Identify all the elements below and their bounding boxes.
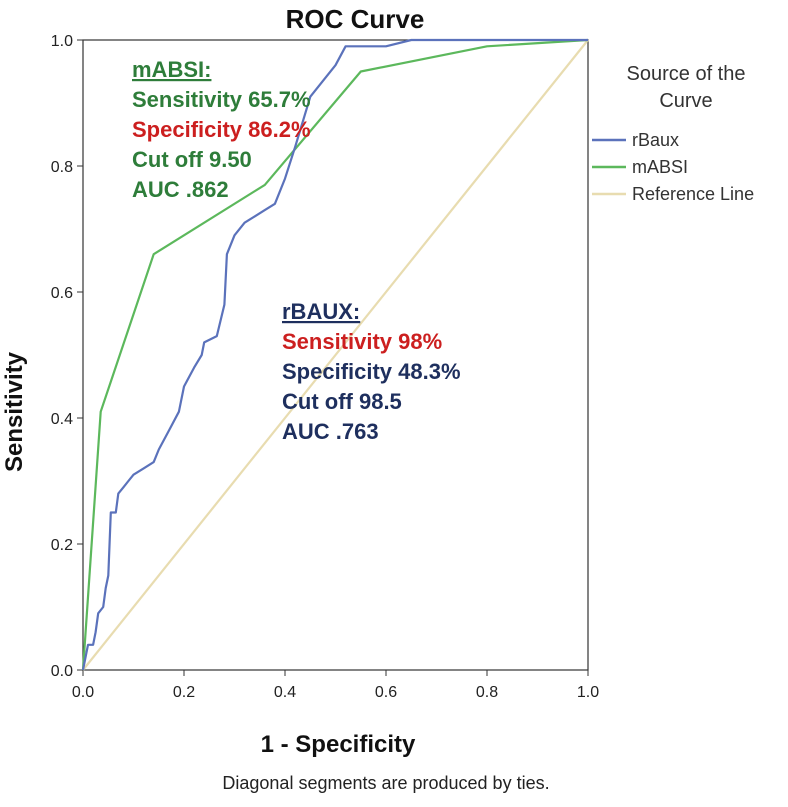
annotation-line: Specificity 86.2% [132,117,311,142]
legend-label: rBaux [632,130,679,150]
y-tick-label: 0.8 [51,159,73,176]
x-tick-label: 1.0 [577,684,599,701]
legend-title: Source of the [627,63,746,85]
annotation-layer: mABSI: Sensitivity 65.7% Specificity 86.2%… [132,57,461,444]
x-tick-label: 0.0 [72,684,94,701]
x-tick-label: 0.2 [173,684,195,701]
annotation-line: Cut off 9.50 [132,147,252,172]
legend-title: Curve [659,90,712,112]
x-tick-label: 0.6 [375,684,397,701]
series-line-mabsi [81,38,589,671]
y-tick-label: 0.4 [51,411,73,428]
y-axis-title: Sensitivity [1,351,28,472]
annotation-line: AUC .763 [282,419,379,444]
annotation-line: AUC .862 [132,177,229,202]
x-tick-label: 0.4 [274,684,296,701]
annotation-line: Specificity 48.3% [282,359,461,384]
plot-frame [82,39,589,671]
legend-label: Reference Line [632,184,754,204]
annotation-heading: mABSI: [132,57,211,82]
annotation-line: Sensitivity 98% [282,329,442,354]
y-tick-label: 0.6 [51,285,73,302]
annotation-line: Cut off 98.5 [282,389,402,414]
axis-ticks: 0.0 0.2 0.4 0.6 0.8 1.0 0.0 0.2 0.4 0.6 0.8 1.0 [51,33,599,701]
y-tick-label: 0.2 [51,537,73,554]
legend-label: mABSI [632,157,688,177]
chart-title: ROC Curve [286,4,425,34]
x-tick-label: 0.8 [476,684,498,701]
annotation-heading: rBAUX: [282,299,360,324]
series-line-rbaux [81,38,588,671]
x-axis-title: 1 - Specificity [261,731,416,758]
annotation-line: Sensitivity 65.7% [132,87,311,112]
y-tick-label: 0.0 [51,663,73,680]
y-tick-label: 1.0 [51,33,73,50]
legend: Source of the Curve rBaux mABSI Reference Li… [592,63,754,204]
series-line-reference-line [82,39,589,671]
curve-layer [81,38,589,671]
footnote: Diagonal segments are produced by ties. [222,773,549,793]
